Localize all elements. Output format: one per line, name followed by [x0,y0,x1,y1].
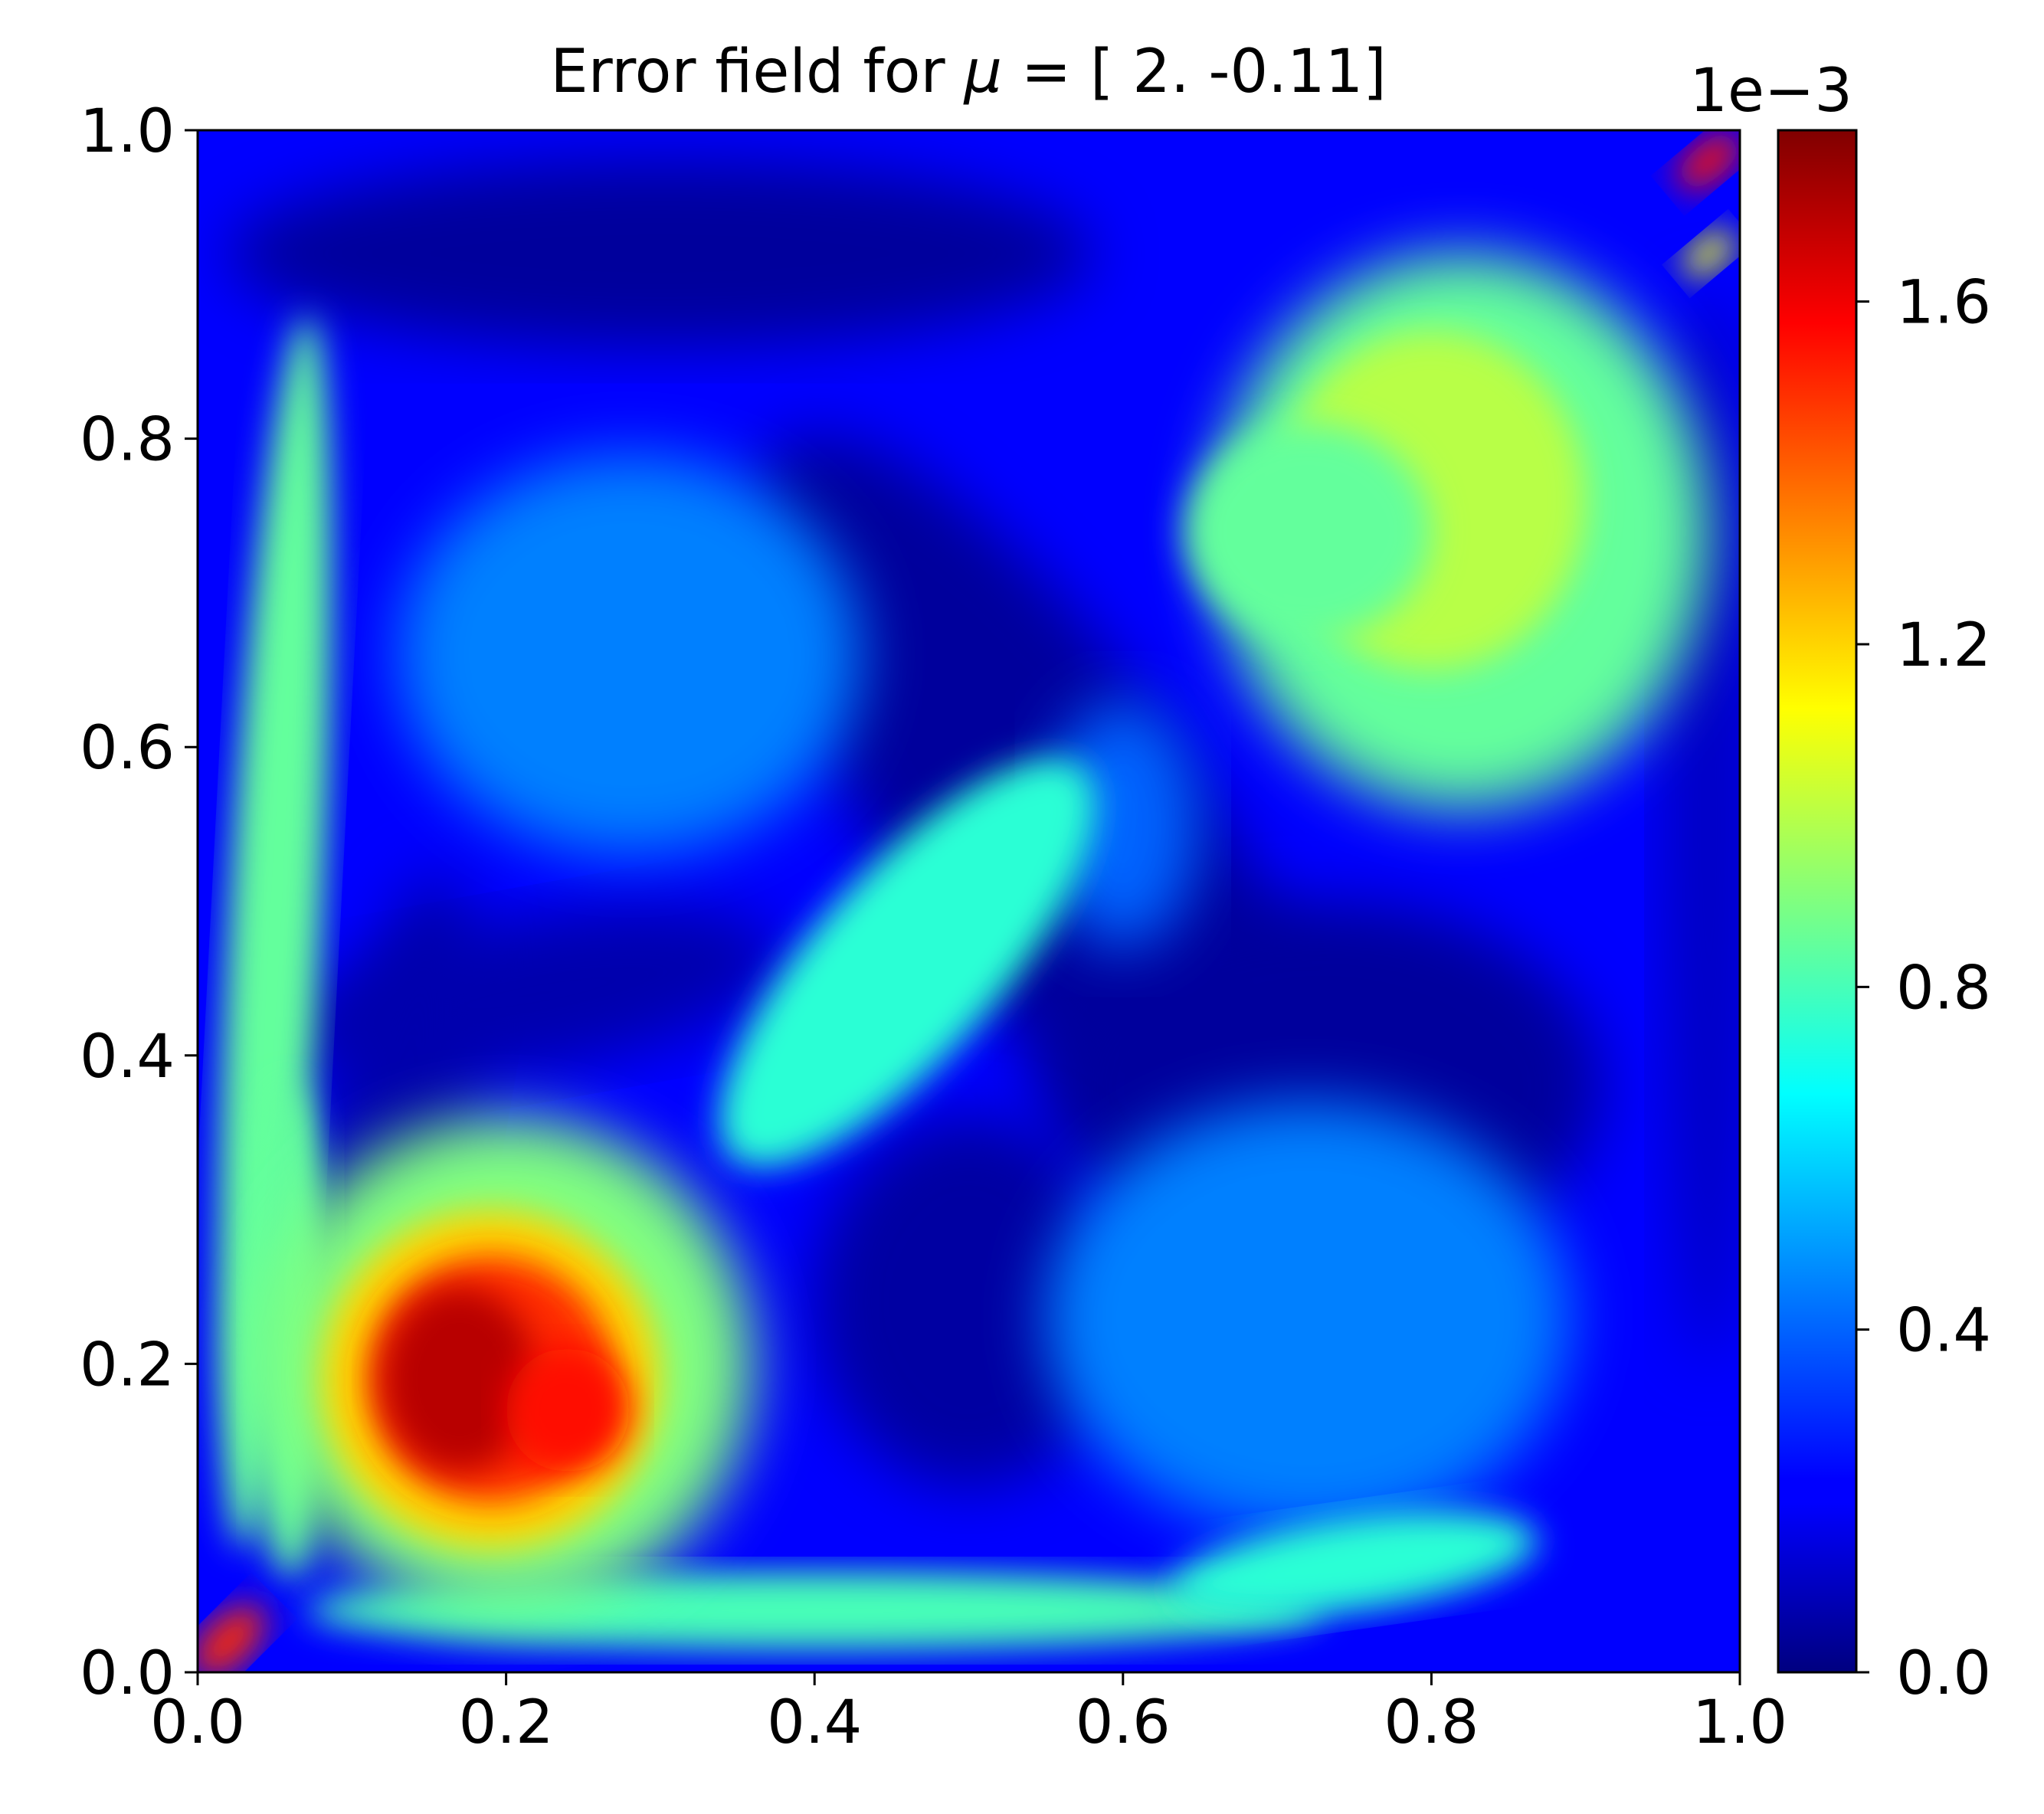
colorbar-tick-label: 1.6 [1896,269,1991,338]
error-region [814,1117,1123,1488]
x-tick-label: 1.0 [1692,1688,1787,1757]
colorbar-tick-label: 0.0 [1896,1639,1991,1708]
x-tick-label: 0.4 [767,1688,862,1757]
error-region [1171,1511,1538,1617]
error-region [1683,230,1735,277]
error-region [719,758,1096,1167]
colorbar-axis: 0.0 0.4 0.8 1.2 1.6 [1856,269,1991,1708]
error-region [1046,1102,1571,1534]
error-region [506,1348,630,1472]
colorbar-tick-label: 1.2 [1896,611,1991,680]
x-axis: 0.0 0.2 0.4 0.6 0.8 1.0 [150,1672,1787,1757]
colorbar-tick-label: 0.4 [1896,1297,1991,1366]
error-region [218,316,332,1548]
error-region [1677,132,1740,190]
y-tick-label: 0.0 [80,1639,175,1708]
error-region [1046,700,1201,948]
y-axis: 0.0 0.2 0.4 0.6 0.8 1.0 [80,97,198,1708]
heatmap-field [198,132,1740,1672]
y-tick-label: 1.0 [80,97,175,166]
error-region [398,454,861,856]
y-tick-label: 0.6 [80,714,175,783]
y-tick-label: 0.2 [80,1331,175,1400]
error-region [1184,423,1432,640]
plot-frame [196,129,1741,1674]
error-region [228,161,1092,346]
x-tick-label: 0.8 [1384,1688,1479,1757]
x-tick-label: 0.0 [150,1688,245,1757]
x-tick-label: 0.6 [1076,1688,1171,1757]
heatmap-plot-area [198,130,1740,1672]
colorbar [1777,129,1858,1674]
error-region [382,1286,537,1472]
error-region [198,1604,266,1672]
chart-title: Error field for μ = [ 2. -0.11] [550,38,1386,106]
colorbar-offset-label: 1e−3 [1689,57,1852,126]
x-tick-label: 0.2 [459,1688,554,1757]
colorbar-tick-label: 0.8 [1896,954,1991,1023]
y-tick-label: 0.4 [80,1023,175,1092]
y-tick-label: 0.8 [80,406,175,475]
